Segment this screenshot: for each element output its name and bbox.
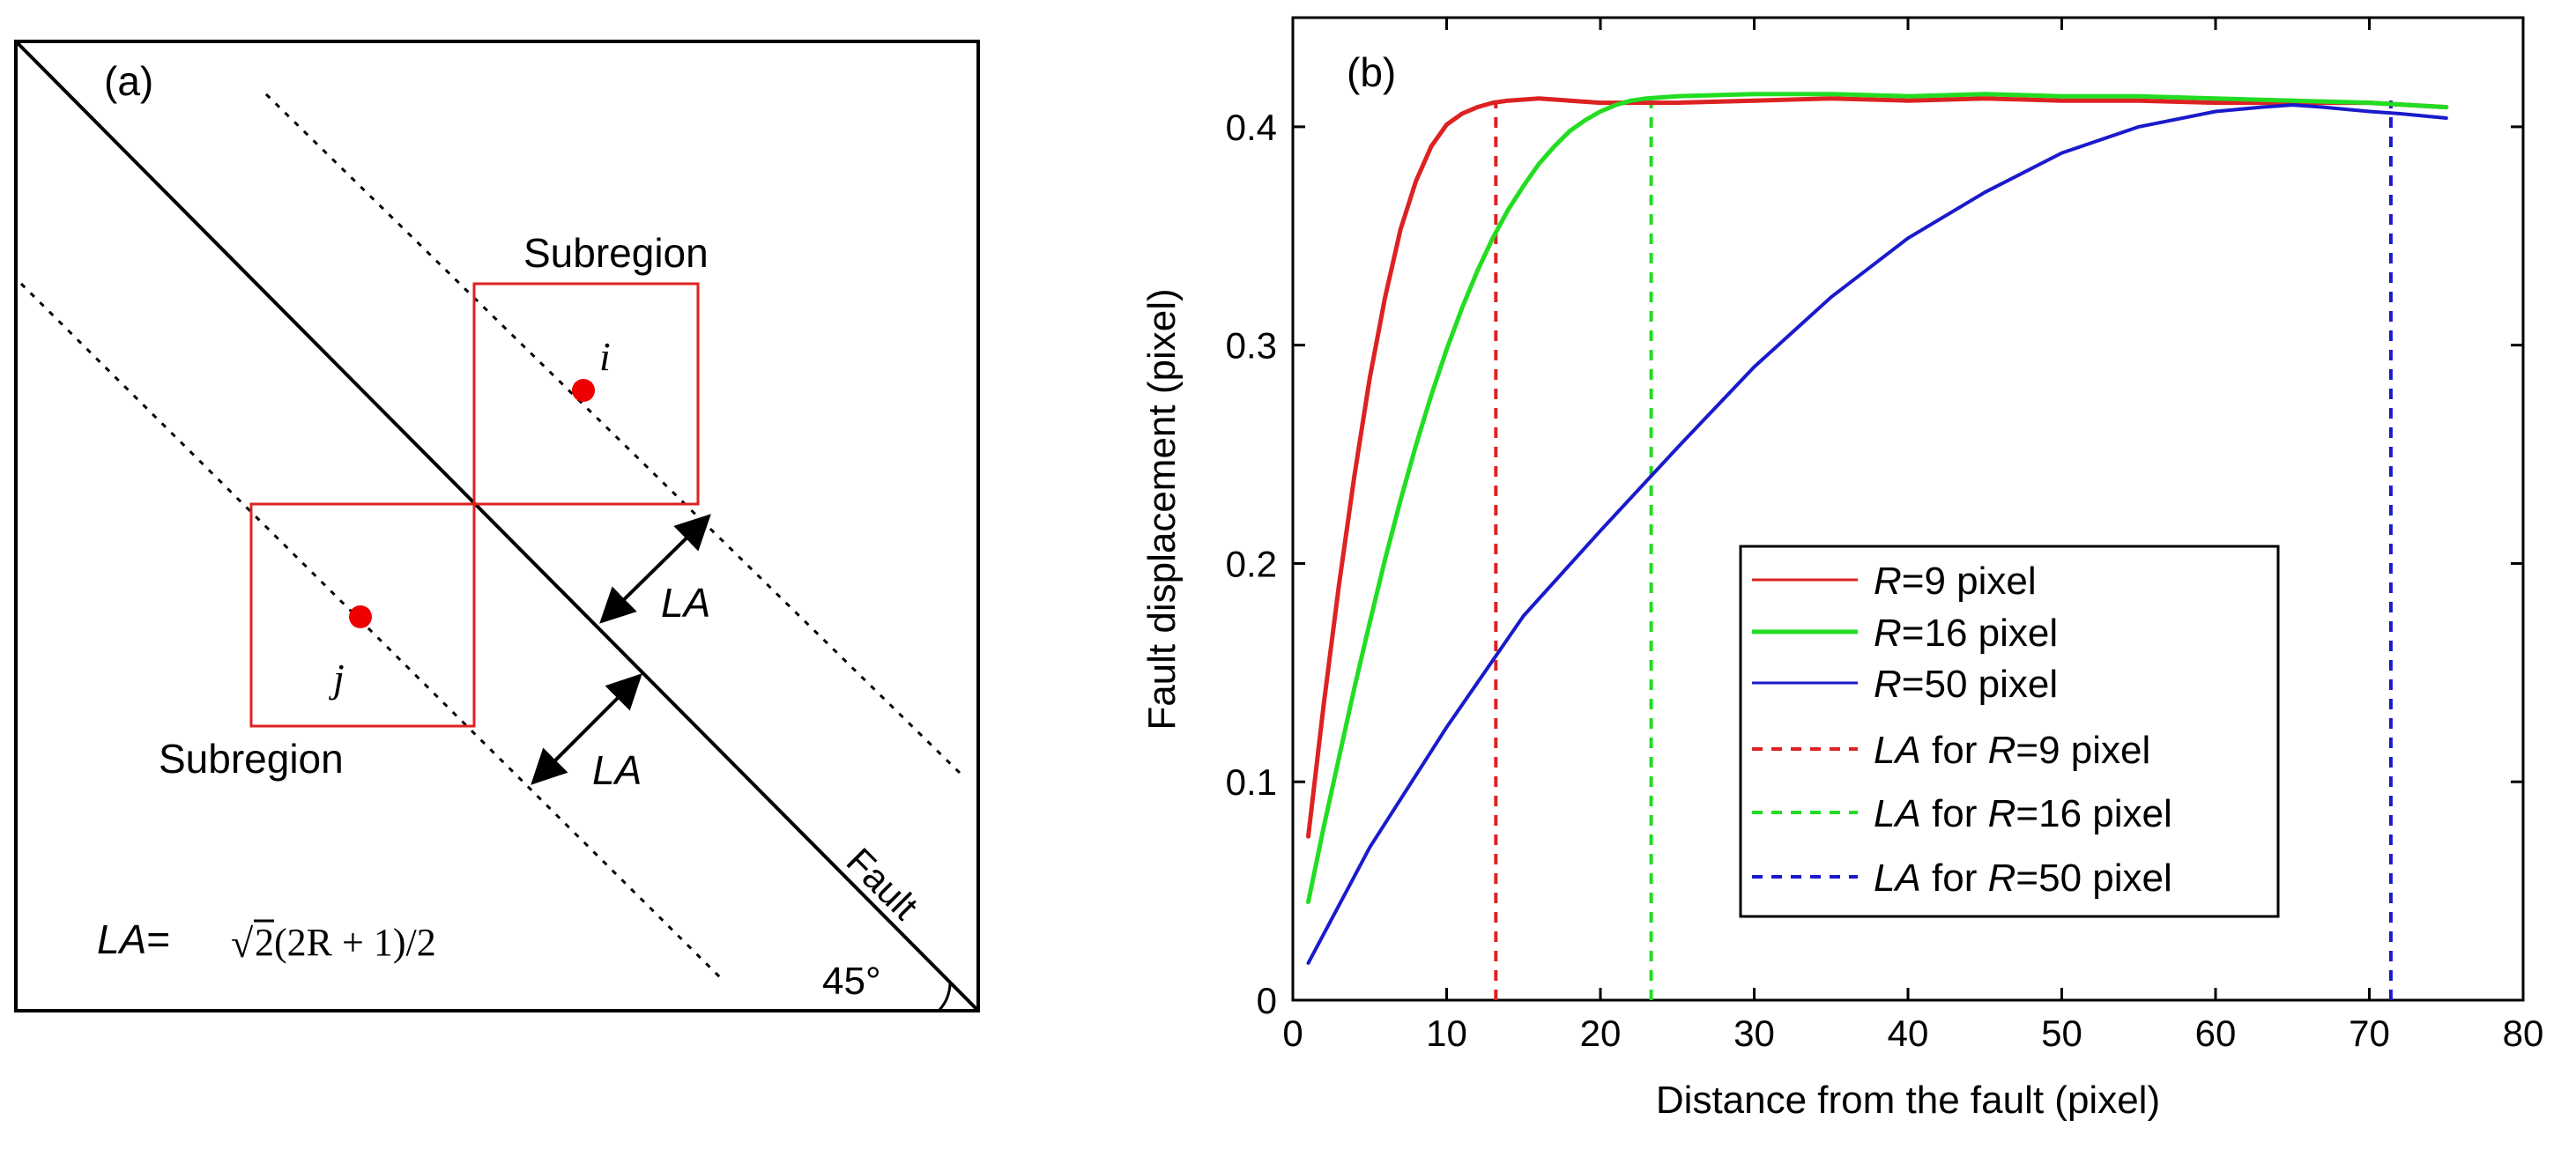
- x-tick-label: 80: [2503, 1012, 2544, 1054]
- legend-text-r16: R=16 pixel: [1874, 612, 2058, 655]
- x-tick-label: 0: [1282, 1012, 1303, 1054]
- x-axis-title: Distance from the fault (pixel): [1656, 1079, 2160, 1122]
- legend-text-r50: R=50 pixel: [1874, 663, 2058, 706]
- point-i-label: i: [599, 334, 611, 379]
- la-arrow-upper: [599, 514, 711, 624]
- subregion-bottom-label: Subregion: [159, 736, 344, 782]
- la-arrow-lower: [531, 673, 642, 785]
- panel-a-frame: [14, 40, 980, 1012]
- y-tick-label: 0: [1257, 980, 1277, 1021]
- subregion-j-box: [249, 502, 476, 728]
- legend: R=9 pixel R=16 pixel R=50 pixel LA for R…: [1739, 545, 2280, 918]
- y-tick-label: 0.4: [1226, 107, 1277, 148]
- la-formula: LA= √ 2 (2R + 1)/2: [97, 916, 436, 966]
- subregion-i-box: [472, 282, 700, 506]
- panel-a: (a) Subregion Subregion i j LA LA Fault …: [14, 40, 980, 1012]
- legend-text-la16: LA for R=16 pixel: [1874, 792, 2172, 835]
- series-line-1: [1306, 92, 2449, 904]
- y-tick-label: 0.1: [1226, 761, 1277, 803]
- formula-radicand: 2: [255, 921, 274, 964]
- dotted-line-upper: [264, 93, 962, 775]
- formula-rest: (2R + 1)/2: [274, 921, 436, 964]
- x-tick-label: 70: [2349, 1012, 2390, 1054]
- legend-text-r9: R=9 pixel: [1874, 560, 2037, 603]
- fault-line: [14, 40, 980, 1012]
- x-tick-label: 60: [2195, 1012, 2237, 1054]
- formula-eq: =: [146, 916, 170, 962]
- la-label-lower: LA: [592, 747, 642, 793]
- point-j-marker: [349, 605, 372, 628]
- x-tick-label: 50: [2041, 1012, 2082, 1054]
- y-tick-label: 0.2: [1226, 543, 1277, 584]
- subregion-top-label: Subregion: [523, 230, 709, 276]
- la-label-upper: LA: [661, 580, 710, 626]
- x-tick-label: 20: [1580, 1012, 1622, 1054]
- la-reference-lines: [1494, 100, 2393, 1000]
- x-tick-label: 40: [1888, 1012, 1929, 1054]
- dotted-line-lower: [19, 282, 723, 980]
- panel-a-label: (a): [104, 58, 153, 104]
- x-tick-label: 30: [1733, 1012, 1775, 1054]
- data-series: [1306, 92, 2449, 965]
- angle-arc: [937, 982, 952, 1012]
- series-line-0: [1306, 96, 2449, 839]
- formula-sqrt-sign: √: [231, 921, 254, 966]
- legend-box: [1739, 545, 2280, 918]
- x-tick-label: 10: [1426, 1012, 1467, 1054]
- point-i-marker: [572, 379, 595, 402]
- panel-b-chart: (b) 0 10 20 30 40 50 60 70 80 0 0.1 0.2 0.3 0.4 Dista…: [1140, 16, 2544, 1122]
- legend-text-la50: LA for R=50 pixel: [1874, 857, 2172, 900]
- y-axis-title: Fault displacement (pixel): [1140, 288, 1184, 730]
- formula-lhs: LA: [97, 916, 146, 962]
- svg-text:LA=: LA=: [97, 916, 170, 962]
- panel-b-label: (b): [1347, 49, 1396, 95]
- series-line-2: [1306, 103, 2448, 965]
- point-j-label: j: [329, 656, 345, 701]
- legend-text-la9: LA for R=9 pixel: [1874, 729, 2150, 772]
- axis-ticks: 0 10 20 30 40 50 60 70 80 0 0.1 0.2 0.3 0.4: [1226, 18, 2544, 1054]
- y-tick-label: 0.3: [1226, 325, 1277, 367]
- angle-label: 45°: [822, 960, 881, 1003]
